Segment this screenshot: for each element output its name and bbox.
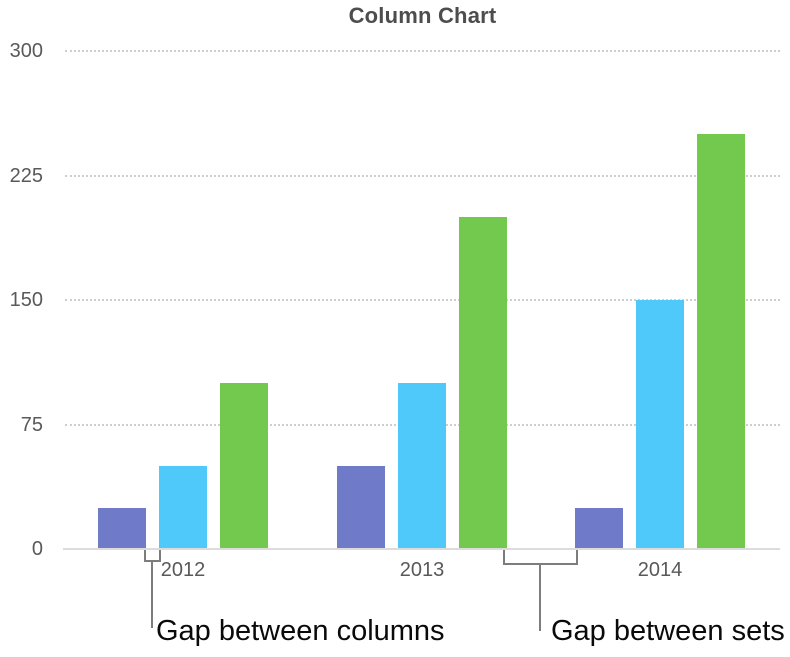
gridline-300 xyxy=(65,50,780,52)
x-tick-label-2014: 2014 xyxy=(637,559,683,581)
y-tick-label-300: 300 xyxy=(9,40,43,62)
y-tick-label-75: 75 xyxy=(20,413,43,436)
bar-2013-green xyxy=(459,217,507,549)
bar-2014-purple xyxy=(575,507,623,549)
gap-between-sets-label: Gap between sets xyxy=(551,615,785,647)
bar-2013-purple xyxy=(337,466,385,549)
y-tick-label-0: 0 xyxy=(31,538,43,560)
gap-between-columns-leader-line xyxy=(151,561,153,628)
bar-2012-green xyxy=(220,383,268,549)
x-tick-label-2012: 2012 xyxy=(160,559,206,581)
y-tick-label-225: 225 xyxy=(9,164,43,187)
y-tick-label-150: 150 xyxy=(9,289,43,311)
chart-title: Column Chart xyxy=(348,3,497,28)
gap-between-sets-bracket xyxy=(503,550,578,565)
x-axis-line xyxy=(63,548,780,550)
gridline-150 xyxy=(65,299,780,301)
bar-2014-blue xyxy=(636,300,684,549)
gap-between-columns-label: Gap between columns xyxy=(156,615,445,647)
gridline-225 xyxy=(65,174,780,177)
bar-2012-blue xyxy=(159,466,207,549)
gap-between-sets-leader-line xyxy=(539,564,541,631)
x-tick-label-2013: 2013 xyxy=(399,559,445,581)
bar-2012-purple xyxy=(98,507,146,549)
bar-2014-green xyxy=(697,134,745,549)
bar-2013-blue xyxy=(398,383,446,549)
